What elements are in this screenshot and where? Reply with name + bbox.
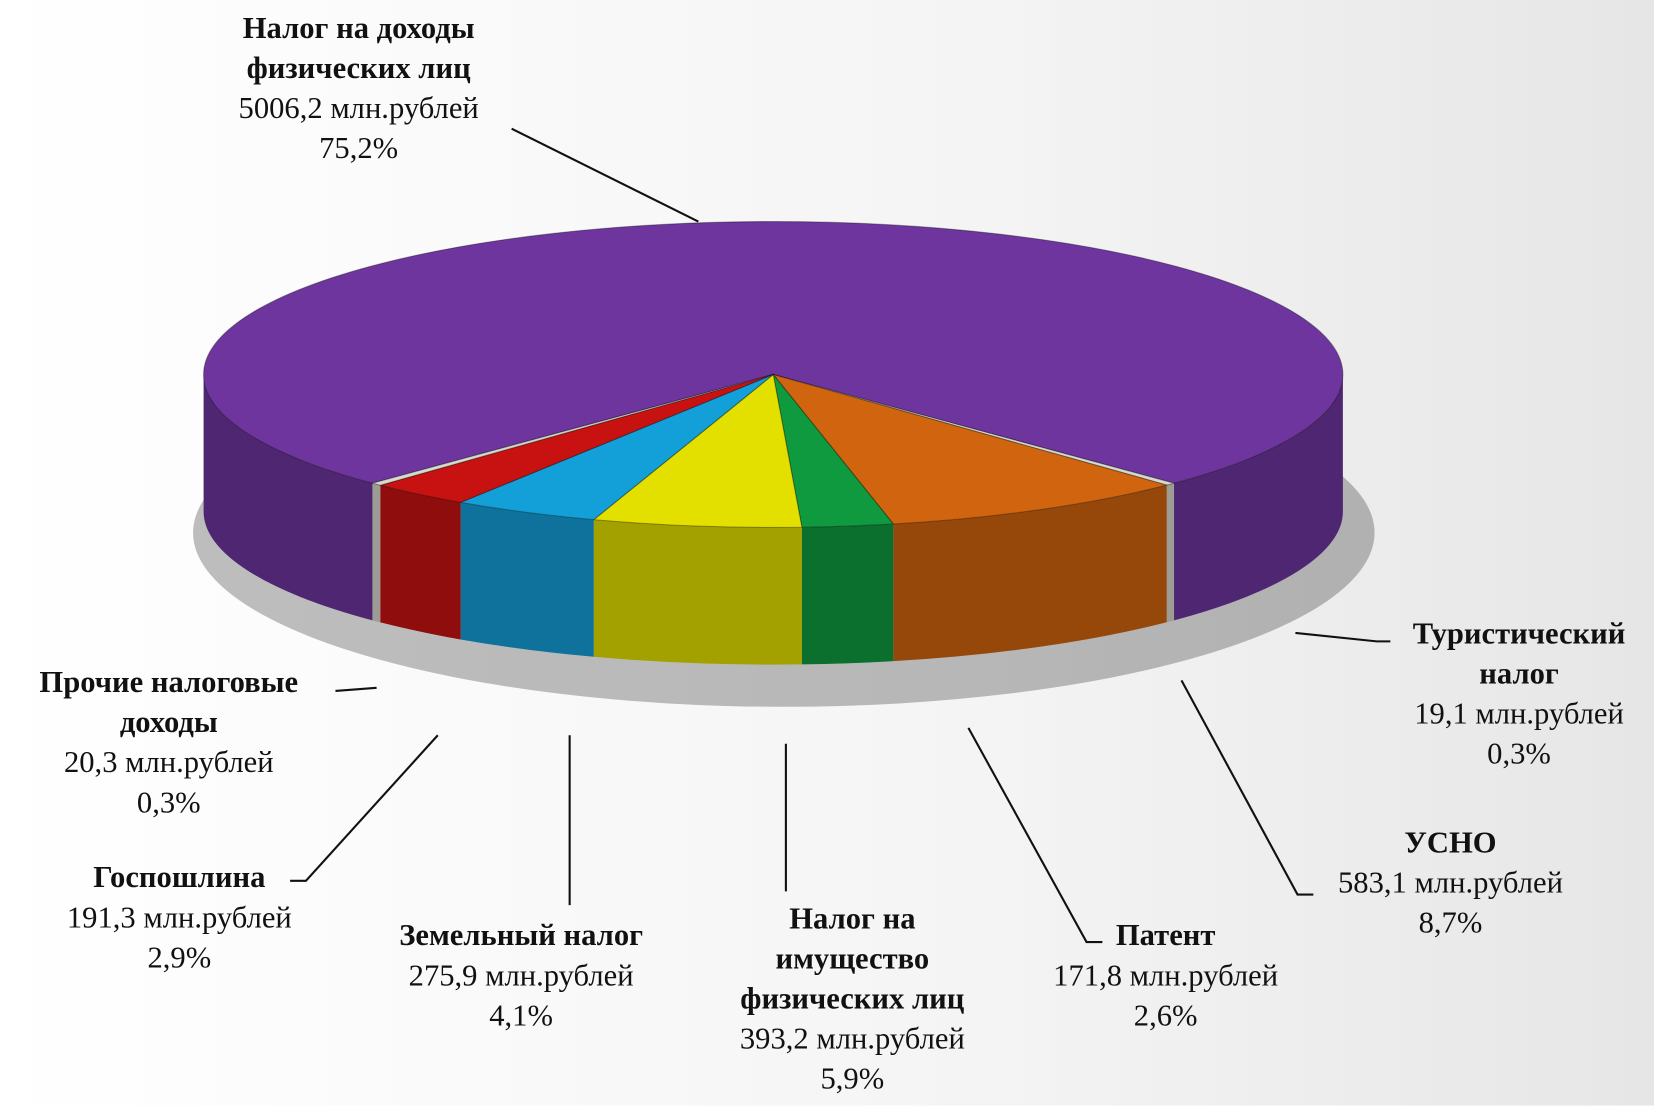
value-label: 191,3 млн.рублей [66, 900, 292, 935]
value-label: 393,2 млн.рублей [739, 1022, 965, 1056]
slice-label: Прочие налоговые доходы 20,3 млн.рублей 0,… [5, 662, 332, 822]
value-label: 19,1 млн.рублей [1414, 697, 1624, 732]
leader-line [335, 686, 377, 693]
leader-line [1295, 631, 1391, 643]
value-label: 20,3 млн.рублей [63, 745, 274, 780]
slice-name: Госпошлина [93, 860, 266, 895]
slice-label: Земельный налог 275,9 млн.рублей 4,1% [363, 916, 679, 1036]
slice [772, 374, 895, 528]
slice-side [460, 502, 594, 657]
percent-label: 2,9% [147, 940, 212, 975]
slice-side [893, 485, 1167, 662]
slice [378, 373, 774, 503]
value-label: 5006,2 млн.рублей [238, 91, 479, 126]
percent-label: 2,6% [1133, 998, 1198, 1033]
slice [771, 373, 1169, 525]
slice-name: УСНО [1404, 825, 1497, 860]
percent-label: 8,7% [1418, 906, 1483, 940]
slice-name: Налог на доходы физических лиц [242, 11, 475, 86]
slice-label: Туристический налог 19,1 млн.рублей 0,3% [1387, 614, 1651, 774]
slice [203, 221, 1344, 484]
slice [370, 373, 774, 486]
slice-name: Налог на имущество физических лиц [740, 901, 965, 1016]
slice-side [593, 519, 802, 665]
slice-side [380, 485, 461, 640]
slice-side [1166, 483, 1175, 623]
value-label: 583,1 млн.рублей [1338, 866, 1563, 900]
slice [458, 374, 774, 521]
slice-side [203, 374, 373, 621]
slice [773, 373, 1177, 486]
slice-label: УСНО 583,1 млн.рублей 8,7% [1313, 823, 1587, 943]
percent-label: 5,9% [820, 1062, 885, 1097]
slice-side [801, 524, 894, 665]
leader-line [967, 727, 1103, 944]
value-label: 171,8 млн.рублей [1053, 958, 1279, 993]
slice-label: Налог на доходы физических лиц 5006,2 млн… [200, 8, 516, 168]
value-label: 275,9 млн.рублей [408, 958, 634, 993]
slice [592, 373, 803, 528]
percent-label: 0,3% [1487, 737, 1551, 772]
slice-name: Патент [1115, 918, 1216, 953]
percent-label: 0,3% [136, 785, 201, 820]
slice-label: Налог на имущество физических лиц 393,2 м… [726, 899, 979, 1099]
percent-label: 75,2% [319, 131, 399, 166]
leader-line [290, 734, 439, 882]
slice-side [1174, 374, 1343, 621]
percent-label: 4,1% [489, 998, 553, 1033]
leader-line [1180, 679, 1314, 896]
slice-name: Туристический налог [1412, 617, 1626, 691]
slice-label: Госпошлина 191,3 млн.рублей 2,9% [32, 858, 327, 978]
slice-label: Патент 171,8 млн.рублей 2,6% [1023, 916, 1308, 1036]
slice-name: Прочие налоговые доходы [39, 665, 299, 740]
leader-line [511, 127, 699, 223]
slice-side [372, 483, 381, 623]
slice-name: Земельный налог [399, 918, 644, 953]
